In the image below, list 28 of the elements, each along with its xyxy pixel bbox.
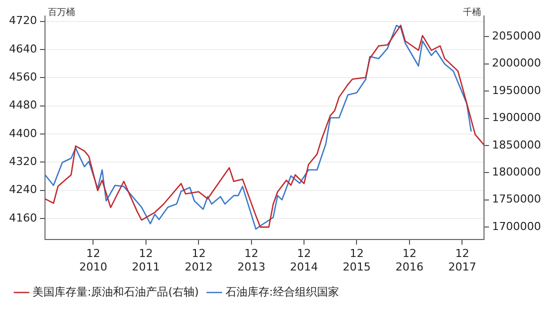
y2-tick-label: 1850000 — [492, 138, 542, 152]
y2-tick-label: 2000000 — [492, 56, 542, 70]
x-tick-label: 12 2017 — [448, 247, 476, 274]
y2-tick-label: 1800000 — [492, 166, 542, 179]
x-tick-label: 12 2013 — [237, 247, 266, 274]
y-tick-label: 4400 — [8, 126, 37, 140]
y-tick-label: 4560 — [8, 70, 37, 84]
y-axis-title: 百万桶 — [48, 6, 75, 18]
legend-label: 美国库存量:原油和石油产品(右轴) — [32, 285, 199, 298]
x-tick-label: 12 2012 — [184, 247, 213, 274]
y2-axis-title: 千桶 — [463, 6, 482, 18]
y-tick-label: 4480 — [8, 98, 37, 112]
x-tick-label: 12 2011 — [132, 247, 160, 274]
y2-tick-label: 1900000 — [492, 111, 542, 124]
x-tick-label: 12 2010 — [79, 247, 108, 274]
x-tick-label: 12 2016 — [396, 247, 424, 274]
y2-tick-label: 2050000 — [492, 30, 542, 43]
y-tick-label: 4720 — [8, 14, 37, 28]
y-tick-label: 4640 — [8, 42, 37, 56]
y-tick-label: 4240 — [8, 183, 37, 196]
y2-tick-label: 1700000 — [492, 220, 542, 233]
legend-label: 石油库存:经合组织国家 — [225, 285, 340, 298]
y-tick-label: 4320 — [8, 154, 37, 168]
y2-tick-label: 1750000 — [492, 192, 542, 206]
y-tick-label: 4160 — [8, 211, 37, 224]
y2-tick-label: 1950000 — [492, 84, 542, 97]
x-tick-label: 12 2014 — [290, 247, 318, 274]
x-tick-label: 12 2015 — [342, 247, 371, 274]
